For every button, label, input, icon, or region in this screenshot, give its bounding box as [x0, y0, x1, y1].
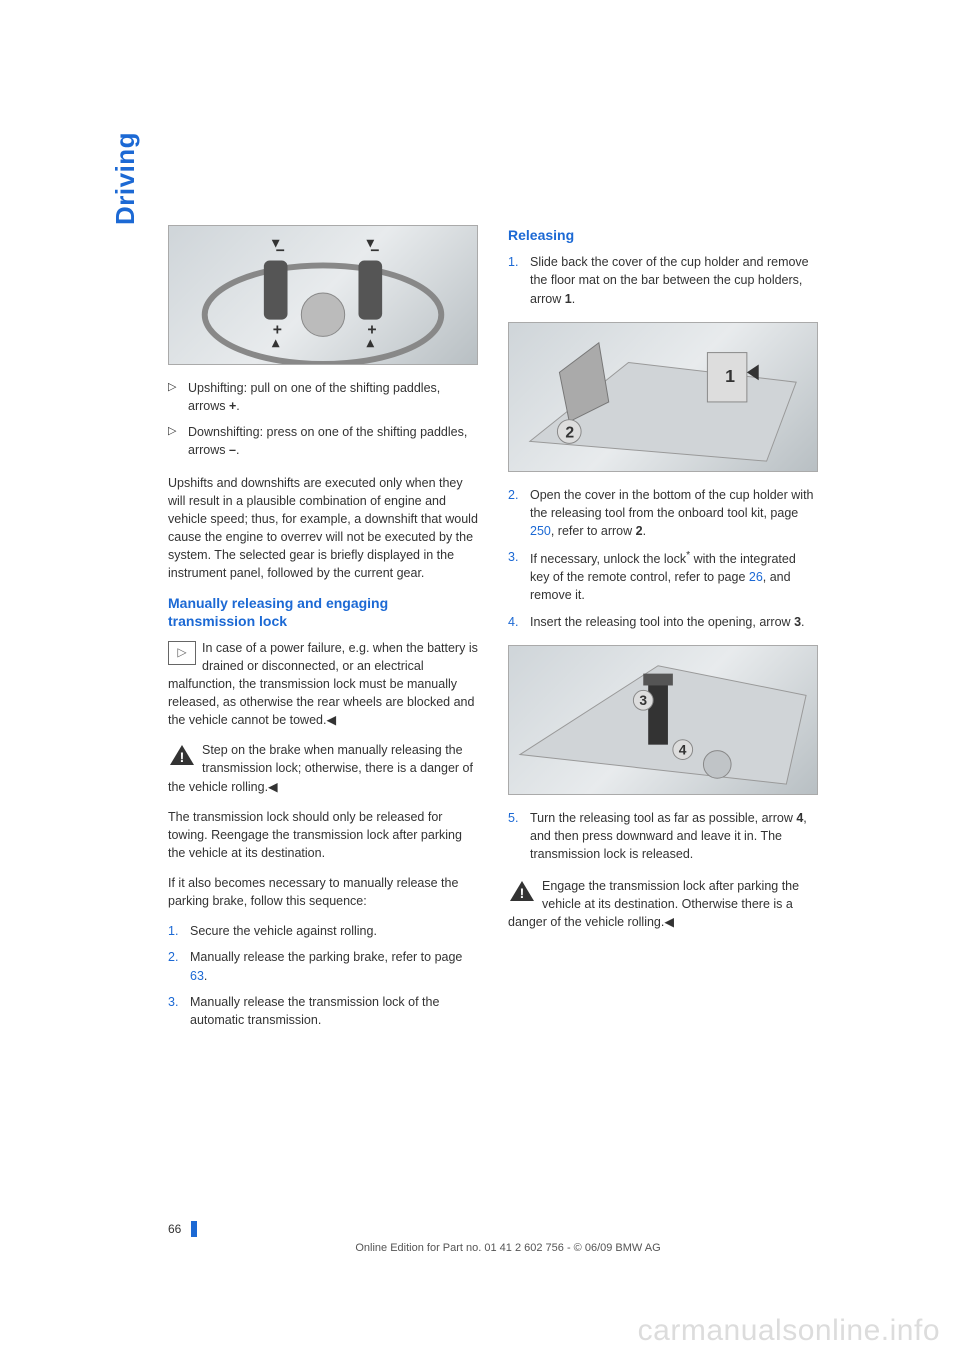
list-item: 1. Secure the vehicle against rolling.: [168, 922, 478, 940]
step-text: , refer to arrow: [551, 524, 636, 538]
svg-text:!: !: [520, 885, 525, 901]
list-item: 3. If necessary, unlock the lock* with t…: [508, 548, 818, 605]
page-number-bar: [191, 1221, 197, 1237]
warning-icon: !: [508, 879, 536, 903]
warning-icon: !: [168, 743, 196, 767]
list-item: 3. Manually release the transmission loc…: [168, 993, 478, 1029]
svg-text:4: 4: [679, 741, 687, 757]
step-text: .: [204, 969, 207, 983]
page-number-wrap: 66: [168, 1220, 848, 1238]
bold: 3: [794, 615, 801, 629]
page-link[interactable]: 26: [749, 570, 763, 584]
text: .: [236, 443, 239, 457]
svg-text:2: 2: [565, 424, 574, 441]
list-item: 4. Insert the releasing tool into the op…: [508, 613, 818, 631]
text: Upshifting: pull on one of the shifting …: [188, 381, 440, 413]
page-content: − − + + Upshifting: pull on one of the s…: [168, 225, 848, 1043]
list-item: Downshifting: press on one of the shifti…: [168, 423, 478, 459]
page-link[interactable]: 63: [190, 969, 204, 983]
step-text: Open the cover in the bottom of the cup …: [530, 488, 814, 520]
warning-text: Step on the brake when manually releasin…: [168, 743, 473, 793]
heading-manual-release: Manually releasing and engaging transmis…: [168, 594, 478, 630]
releasing-steps-234: 2. Open the cover in the bottom of the c…: [508, 486, 818, 631]
list-item: Upshifting: pull on one of the shifting …: [168, 379, 478, 415]
svg-text:+: +: [273, 321, 282, 338]
section-title: Driving: [110, 132, 141, 225]
heading-releasing: Releasing: [508, 225, 818, 245]
svg-text:−: −: [276, 243, 285, 260]
step-number: 4.: [508, 613, 518, 631]
step-number: 2.: [508, 486, 518, 504]
bold: –: [229, 443, 236, 457]
step-text: Turn the releasing tool as far as possib…: [530, 811, 796, 825]
warning-block: ! Step on the brake when manually releas…: [168, 741, 478, 795]
watermark: carmanualsonline.info: [638, 1314, 940, 1348]
releasing-step5: 5. Turn the releasing tool as far as pos…: [508, 809, 818, 863]
step-text: If necessary, unlock the lock: [530, 552, 686, 566]
note-block: In case of a power failure, e.g. when th…: [168, 639, 478, 730]
step-number: 3.: [168, 993, 178, 1011]
list-item: 1. Slide back the cover of the cup holde…: [508, 253, 818, 307]
step-text: .: [643, 524, 646, 538]
warning-text: Engage the transmission lock after parki…: [508, 879, 799, 929]
svg-text:!: !: [180, 749, 185, 765]
step-number: 3.: [508, 548, 518, 566]
paragraph: The transmission lock should only be rel…: [168, 808, 478, 862]
svg-text:3: 3: [639, 692, 647, 708]
figure-steering-wheel-paddles: − − + +: [168, 225, 478, 365]
figure-cup-holder: 1 2: [508, 322, 818, 472]
figure-releasing-tool: 3 4: [508, 645, 818, 795]
releasing-step1: 1. Slide back the cover of the cup holde…: [508, 253, 818, 307]
right-column: Releasing 1. Slide back the cover of the…: [508, 225, 818, 1043]
paragraph: Upshifts and downshifts are executed onl…: [168, 474, 478, 583]
bold: 2: [636, 524, 643, 538]
bold: 1: [565, 292, 572, 306]
list-item: 2. Manually release the parking brake, r…: [168, 948, 478, 984]
svg-text:+: +: [367, 321, 376, 338]
svg-text:1: 1: [725, 366, 735, 386]
note-text: In case of a power failure, e.g. when th…: [168, 641, 478, 728]
paragraph: If it also becomes necessary to manually…: [168, 874, 478, 910]
step-number: 5.: [508, 809, 518, 827]
list-item: 5. Turn the releasing tool as far as pos…: [508, 809, 818, 863]
step-number: 2.: [168, 948, 178, 966]
list-item: 2. Open the cover in the bottom of the c…: [508, 486, 818, 540]
warning-block: ! Engage the transmission lock after par…: [508, 877, 818, 931]
step-number: 1.: [168, 922, 178, 940]
shift-bullets: Upshifting: pull on one of the shifting …: [168, 379, 478, 460]
note-icon: [168, 641, 196, 665]
step-text: Insert the releasing tool into the openi…: [530, 615, 794, 629]
page-number: 66: [168, 1222, 187, 1236]
step-text: Manually release the parking brake, refe…: [190, 950, 462, 964]
footer-text: Online Edition for Part no. 01 41 2 602 …: [168, 1242, 848, 1254]
left-column: − − + + Upshifting: pull on one of the s…: [168, 225, 478, 1043]
text: .: [236, 399, 239, 413]
svg-text:−: −: [370, 243, 379, 260]
step-text: .: [801, 615, 804, 629]
step-text: .: [572, 292, 575, 306]
step-number: 1.: [508, 253, 518, 271]
step-text: Manually release the transmission lock o…: [190, 995, 439, 1027]
page-link[interactable]: 250: [530, 524, 551, 538]
two-column-layout: − − + + Upshifting: pull on one of the s…: [168, 225, 848, 1043]
step-text: Secure the vehicle against rolling.: [190, 924, 377, 938]
sequence-list: 1. Secure the vehicle against rolling. 2…: [168, 922, 478, 1029]
